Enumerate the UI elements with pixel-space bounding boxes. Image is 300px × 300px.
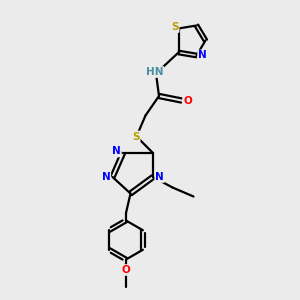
Text: N: N <box>198 50 207 61</box>
Text: N: N <box>155 172 164 182</box>
Text: S: S <box>132 131 140 142</box>
Text: O: O <box>183 95 192 106</box>
Text: N: N <box>112 146 121 157</box>
Text: O: O <box>122 265 130 275</box>
Text: HN: HN <box>146 67 163 77</box>
Text: N: N <box>101 172 110 182</box>
Text: S: S <box>171 22 179 32</box>
